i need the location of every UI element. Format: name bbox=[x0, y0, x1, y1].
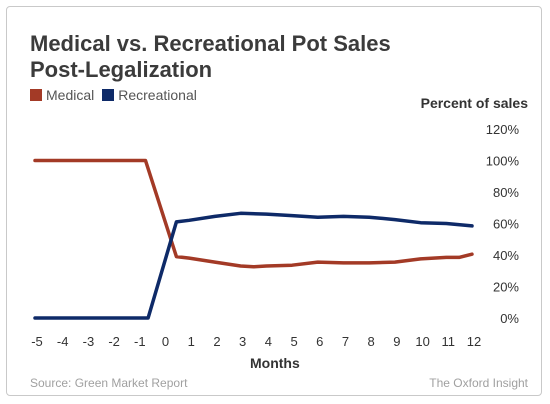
legend-label-medical: Medical bbox=[46, 87, 95, 103]
x-tick-label: 0 bbox=[162, 334, 169, 349]
y-axis-label: Percent of sales bbox=[420, 95, 528, 111]
x-tick-label: 11 bbox=[442, 334, 456, 349]
x-tick-label: 6 bbox=[316, 334, 323, 349]
x-tick-label: 10 bbox=[415, 334, 429, 349]
x-tick-label: 8 bbox=[368, 334, 375, 349]
y-tick-label: 40% bbox=[493, 248, 519, 263]
x-tick-label: -4 bbox=[57, 334, 69, 349]
x-tick-label: -5 bbox=[31, 334, 43, 349]
x-tick-label: 7 bbox=[342, 334, 349, 349]
chart-frame bbox=[6, 6, 542, 396]
y-tick-label: 0% bbox=[500, 311, 519, 326]
legend-swatch-medical bbox=[30, 89, 42, 101]
x-tick-label: 1 bbox=[188, 334, 195, 349]
legend: Medical Recreational bbox=[30, 87, 205, 103]
y-tick-label: 60% bbox=[493, 217, 519, 232]
x-tick-label: 5 bbox=[290, 334, 297, 349]
credit-note: The Oxford Insight bbox=[429, 376, 528, 390]
title-line-1: Medical vs. Recreational Pot Sales bbox=[30, 31, 391, 56]
legend-label-recreational: Recreational bbox=[118, 87, 197, 103]
x-axis-label: Months bbox=[250, 355, 300, 371]
legend-swatch-recreational bbox=[102, 89, 115, 101]
y-tick-label: 100% bbox=[486, 154, 520, 169]
x-tick-label: 4 bbox=[265, 334, 272, 349]
x-tick-label: 3 bbox=[239, 334, 246, 349]
x-tick-label: -2 bbox=[108, 334, 120, 349]
source-note: Source: Green Market Report bbox=[30, 376, 188, 390]
title-line-2: Post-Legalization bbox=[30, 57, 213, 82]
x-tick-label: 2 bbox=[213, 334, 220, 349]
series-line-medical bbox=[33, 158, 474, 269]
legend-item-medical: Medical bbox=[30, 87, 94, 103]
x-tick-label: 12 bbox=[467, 334, 481, 349]
legend-item-recreational: Recreational bbox=[102, 87, 197, 103]
chart-title: Medical vs. Recreational Pot Sales Post-… bbox=[30, 31, 391, 83]
x-tick-label: 9 bbox=[393, 334, 400, 349]
y-tick-label: 20% bbox=[493, 280, 519, 295]
series-line-recreational bbox=[33, 211, 474, 320]
x-tick-label: -1 bbox=[134, 334, 146, 349]
y-tick-label: 120% bbox=[486, 122, 520, 137]
x-tick-label: -3 bbox=[83, 334, 95, 349]
y-tick-label: 80% bbox=[493, 185, 519, 200]
